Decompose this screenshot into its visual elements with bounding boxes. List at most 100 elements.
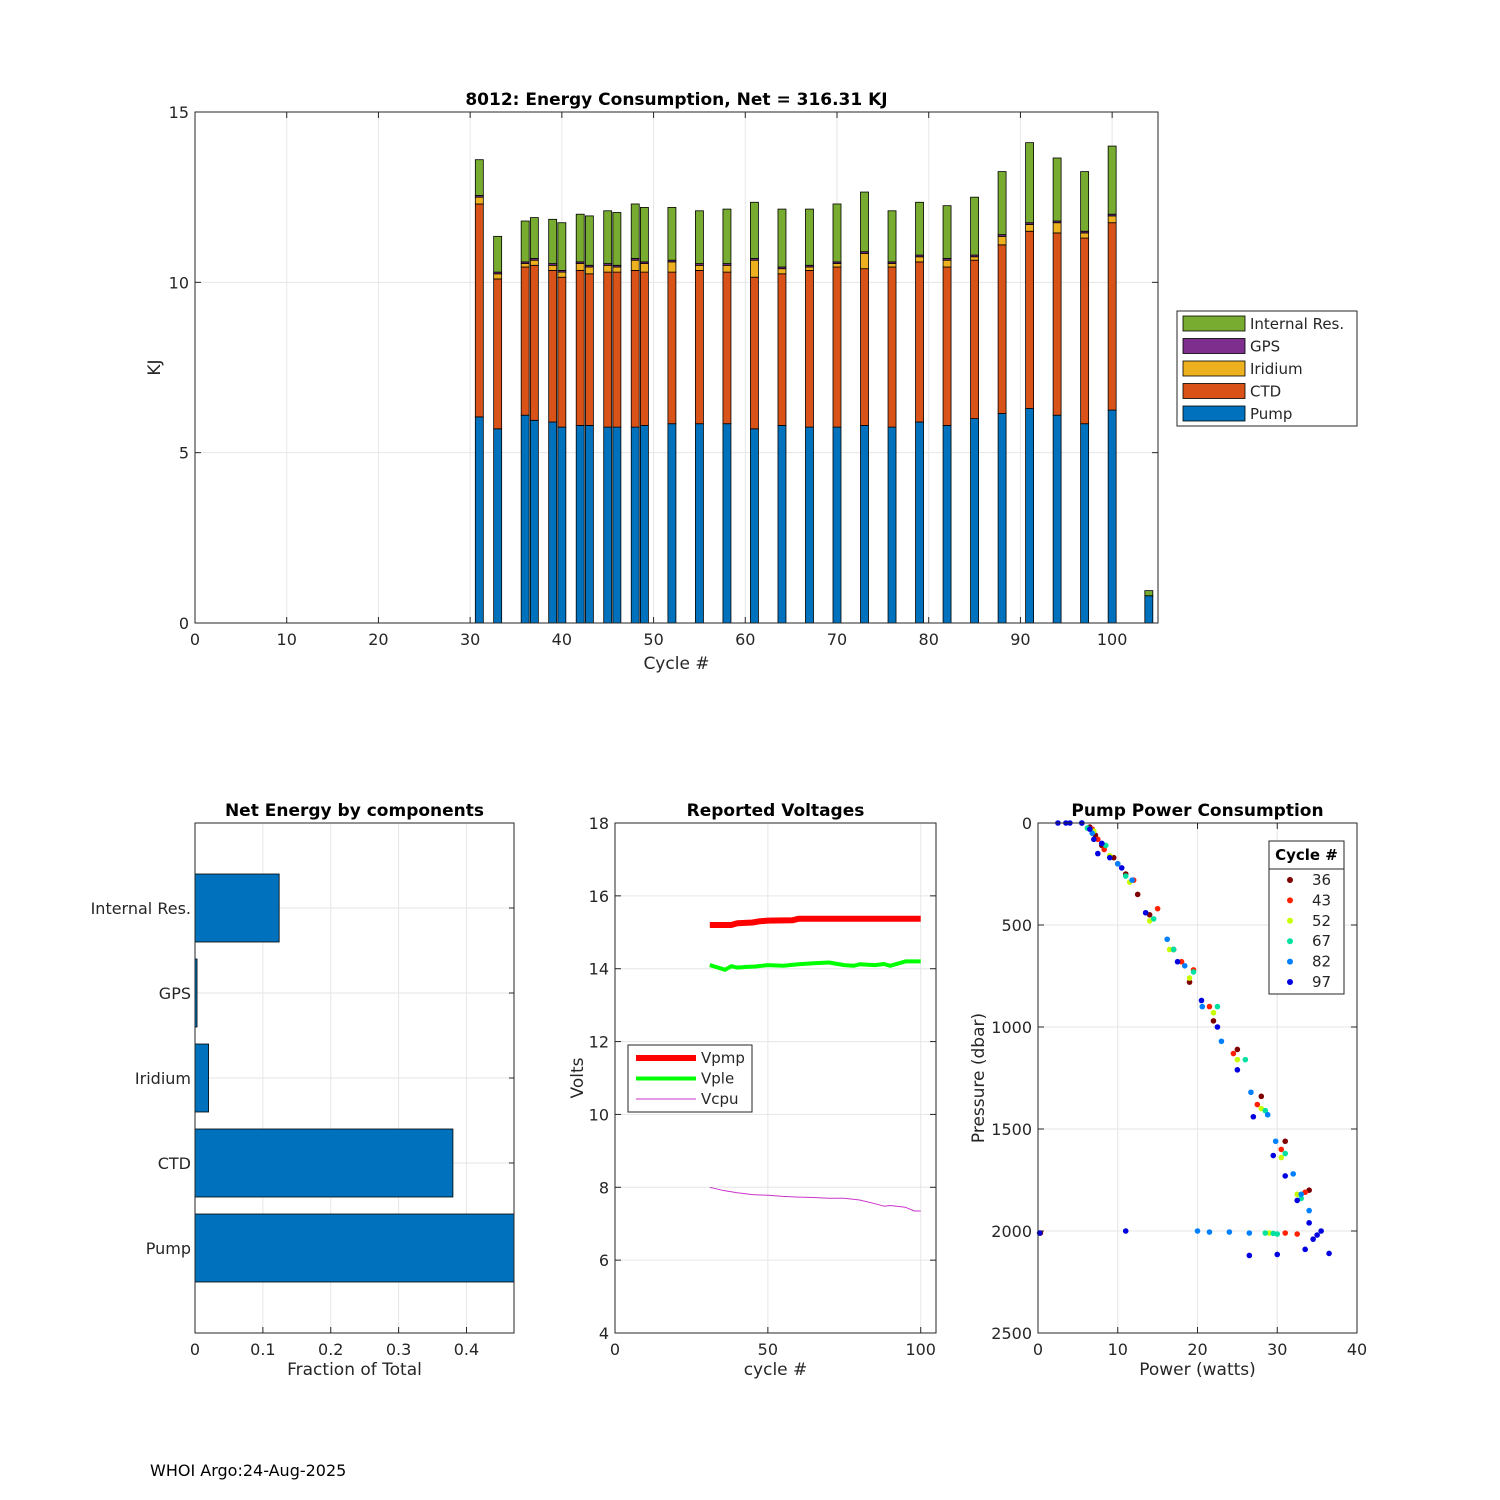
energy-bar-internal-res--cycle-58	[722, 208, 732, 264]
pump-point-cycle-97	[1270, 1152, 1277, 1159]
pump-legend-marker	[1287, 958, 1293, 965]
energy-bar-pump-cycle-52	[667, 423, 677, 624]
energy-xtick-label: 70	[827, 630, 847, 649]
energy-bar-pump-cycle-73	[860, 425, 869, 624]
energy-bar-internal-res--cycle-33	[493, 235, 503, 273]
energy-bar-pump-cycle-55	[695, 423, 704, 624]
energy-bar-ctd-cycle-85	[970, 259, 979, 420]
energy-bar-internal-res--cycle-52	[667, 206, 677, 261]
energy-bar-internal-res--cycle-45	[603, 210, 613, 264]
energy-legend-swatch	[1182, 405, 1246, 422]
energy-bar-internal-res--cycle-79	[915, 201, 924, 256]
pump-legend-marker	[1287, 877, 1293, 883]
energy-bar-iridium-cycle-61	[750, 259, 759, 278]
energy-bar-internal-res--cycle-36	[520, 220, 530, 263]
energy-bar-ctd-cycle-76	[887, 266, 897, 428]
pump-point-cycle-52	[1186, 975, 1193, 981]
energy-bar-iridium-cycle-94	[1052, 222, 1062, 234]
pump-point-cycle-43	[1282, 1230, 1289, 1236]
pump-point-cycle-82	[1246, 1230, 1253, 1236]
components-x-axis-label: Fraction of Total	[287, 1360, 422, 1380]
pump-point-cycle-97	[1306, 1220, 1312, 1226]
voltages-x-axis-label: cycle #	[744, 1360, 808, 1380]
energy-bar-internal-res--cycle-42	[575, 213, 585, 263]
energy-bar-internal-res--cycle-37	[529, 217, 539, 259]
pump-point-cycle-36	[1258, 1093, 1265, 1100]
energy-bar-iridium-cycle-85	[970, 256, 979, 261]
energy-x-axis-label: Cycle #	[643, 654, 709, 674]
pump-xtick-label: 10	[1108, 1340, 1128, 1359]
voltages-legend-label: Vple	[701, 1070, 734, 1088]
pump-point-cycle-97	[1122, 1228, 1129, 1234]
energy-bar-pump-cycle-70	[832, 426, 842, 624]
energy-xtick-label: 100	[1097, 630, 1128, 649]
energy-xtick-label: 0	[190, 630, 200, 649]
energy-bar-iridium-cycle-88	[997, 235, 1007, 246]
pump-x-axis-label: Power (watts)	[1139, 1360, 1256, 1380]
energy-bar-pump-cycle-31	[474, 416, 484, 624]
energy-bar-pump-cycle-67	[805, 426, 814, 624]
energy-legend-label: Internal Res.	[1250, 315, 1344, 333]
pump-point-cycle-97	[1246, 1252, 1253, 1259]
energy-bar-iridium-cycle-45	[603, 264, 613, 273]
pump-axes-box	[1037, 822, 1358, 1334]
components-xtick-label: 0.1	[250, 1340, 275, 1359]
energy-bar-ctd-cycle-42	[575, 270, 585, 426]
energy-axes-box	[194, 111, 1159, 624]
energy-bar-ctd-cycle-100	[1107, 222, 1117, 411]
pump-point-cycle-82	[1199, 1003, 1206, 1010]
voltages-line-vcpu	[709, 1186, 921, 1212]
pump-point-cycle-82	[1306, 1207, 1312, 1214]
pump-point-cycle-82	[1264, 1111, 1271, 1118]
energy-bar-iridium-cycle-100	[1107, 215, 1117, 224]
energy-bar-ctd-cycle-39	[548, 270, 558, 423]
pump-legend-marker	[1287, 897, 1293, 904]
energy-bar-ctd-cycle-31	[474, 203, 484, 418]
pump-point-cycle-82	[1290, 1171, 1296, 1177]
energy-bar-internal-res--cycle-104	[1144, 590, 1154, 597]
voltages-ytick-label: 16	[589, 887, 609, 906]
energy-bar-ctd-cycle-40	[557, 276, 567, 428]
pump-point-cycle-97	[1234, 1067, 1241, 1073]
energy-bar-ctd-cycle-91	[1025, 230, 1034, 409]
energy-bar-pump-cycle-61	[750, 428, 759, 624]
energy-bar-pump-cycle-42	[575, 425, 585, 624]
pump-point-cycle-97	[1310, 1236, 1316, 1242]
energy-bar-ctd-cycle-43	[584, 273, 594, 426]
pump-ytick-label: 1000	[991, 1018, 1032, 1037]
energy-bar-iridium-cycle-42	[575, 263, 585, 271]
energy-bar-iridium-cycle-91	[1025, 224, 1034, 232]
energy-bar-internal-res--cycle-94	[1052, 157, 1062, 222]
energy-bar-ctd-cycle-58	[722, 271, 732, 425]
pump-y-axis-label: Pressure (dbar)	[969, 1013, 989, 1143]
energy-bar-ctd-cycle-48	[630, 270, 640, 428]
energy-bar-ctd-cycle-67	[805, 270, 814, 428]
energy-legend-swatch	[1182, 315, 1246, 332]
energy-bar-ctd-cycle-49	[640, 271, 649, 426]
energy-bar-internal-res--cycle-64	[777, 208, 787, 268]
components-bar-iridium	[194, 1043, 209, 1113]
components-xtick-label: 0.2	[318, 1340, 343, 1359]
energy-bar-pump-cycle-36	[520, 414, 530, 624]
voltages-ytick-label: 18	[589, 814, 609, 833]
pump-legend-label: 36	[1312, 871, 1331, 889]
energy-bar-iridium-cycle-33	[493, 273, 503, 280]
pump-point-cycle-97	[1250, 1113, 1257, 1120]
pump-point-cycle-43	[1278, 1146, 1285, 1153]
energy-bar-internal-res--cycle-61	[750, 201, 759, 259]
energy-bar-pump-cycle-91	[1025, 407, 1034, 624]
voltages-chart-title: Reported Voltages	[687, 801, 865, 821]
energy-bar-internal-res--cycle-70	[832, 203, 842, 263]
pump-point-cycle-67	[1170, 946, 1177, 953]
energy-bar-ctd-cycle-37	[529, 264, 539, 421]
components-chart-title: Net Energy by components	[225, 801, 484, 821]
pump-point-cycle-97	[1106, 854, 1113, 861]
pump-point-cycle-82	[1248, 1089, 1254, 1096]
energy-bar-internal-res--cycle-46	[612, 212, 622, 266]
energy-bar-iridium-cycle-58	[722, 264, 732, 273]
energy-bar-internal-res--cycle-73	[860, 191, 869, 253]
energy-bar-pump-cycle-33	[493, 428, 503, 624]
voltages-legend-label: Vcpu	[701, 1090, 739, 1108]
energy-ytick-label: 15	[169, 103, 189, 122]
